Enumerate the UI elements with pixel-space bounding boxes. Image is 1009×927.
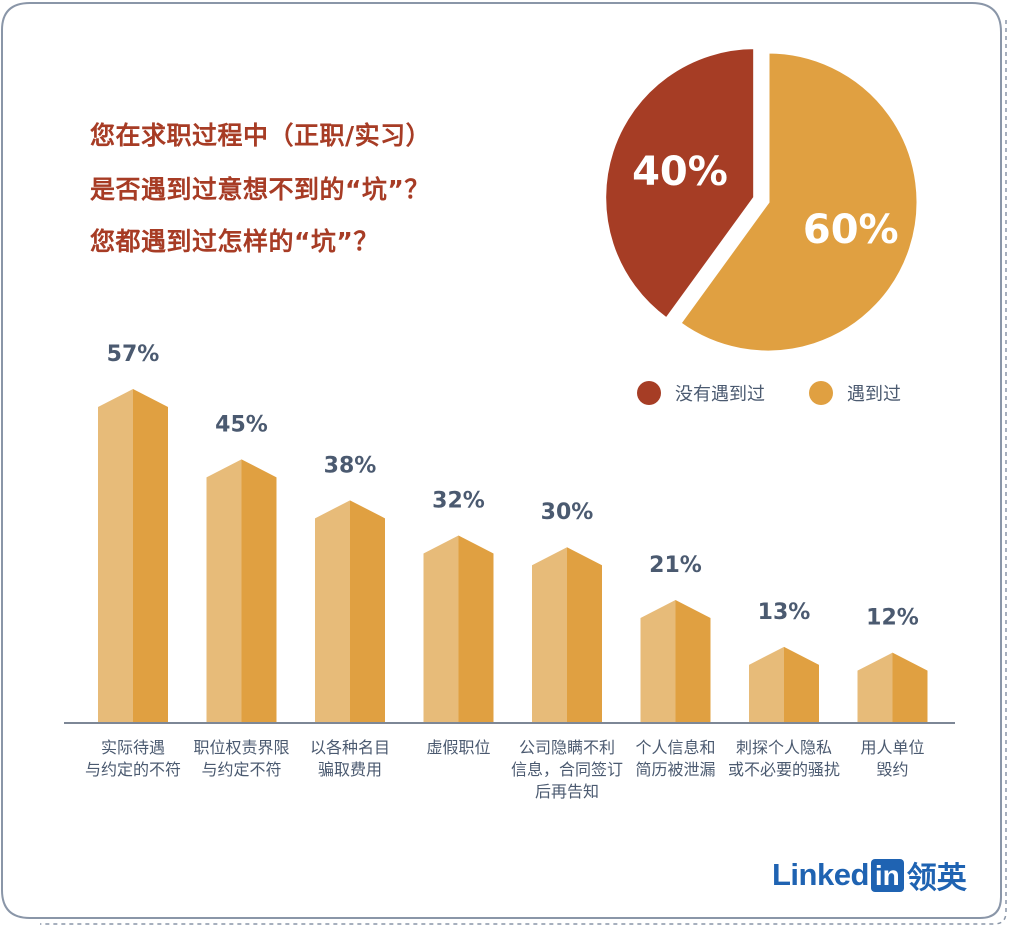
legend-item-encountered: 遇到过 [809,380,901,406]
logo-in-badge: in [870,858,904,892]
pie-label-2: 60% [803,207,899,253]
pie-slice-1 [603,46,757,322]
pie-label-1: 40% [632,149,728,195]
title-line-1: 您在求职过程中（正职/实习） [90,121,432,150]
legend-swatch-encountered [809,381,833,405]
linkedin-logo: Linked in 领英 [772,855,967,896]
title-line-3: 您都遇到过怎样的“坑”？ [90,227,379,256]
legend-item-not-encountered: 没有遇到过 [637,380,765,406]
legend-swatch-not-encountered [637,381,661,405]
legend-label-encountered: 遇到过 [847,384,901,405]
title-line-2: 是否遇到过意想不到的“坑”？ [90,175,430,204]
pie-slice-2 [677,50,920,354]
pie-chart: 40% 60% [603,46,920,354]
logo-word: Linked [772,857,869,892]
legend-label-not-encountered: 没有遇到过 [675,384,765,405]
logo-chinese: 领英 [906,861,967,896]
